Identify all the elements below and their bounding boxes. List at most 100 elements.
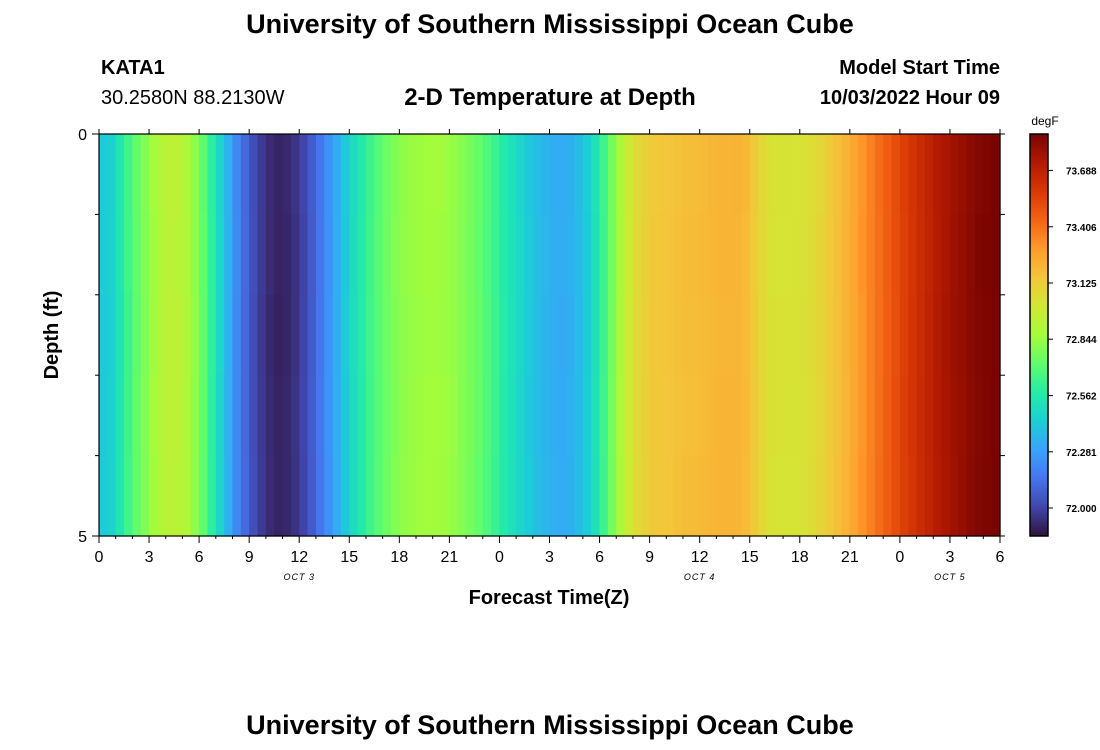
heatmap-cell xyxy=(115,134,125,215)
x-tick-label: 0 xyxy=(895,549,904,566)
heatmap-cell xyxy=(916,214,926,296)
heatmap-cell xyxy=(240,294,250,376)
heatmap-cell xyxy=(499,455,509,537)
heatmap-cell xyxy=(224,134,234,215)
heatmap-cell xyxy=(399,214,409,296)
heatmap-cell xyxy=(941,375,951,457)
heatmap-cell xyxy=(549,455,559,537)
heatmap-cell xyxy=(783,134,793,215)
heatmap-cell xyxy=(924,375,934,457)
heatmap-cell xyxy=(599,294,609,376)
heatmap-cell xyxy=(682,214,692,296)
heatmap-cell xyxy=(482,455,492,537)
heatmap-cell xyxy=(182,134,192,215)
heatmap-cell xyxy=(841,214,851,296)
heatmap-cell xyxy=(157,134,167,215)
heatmap-cell xyxy=(691,455,701,537)
heatmap-cell xyxy=(908,455,918,537)
heatmap-cell xyxy=(574,375,584,457)
heatmap-cell xyxy=(474,294,484,376)
heatmap-cell xyxy=(557,134,567,215)
heatmap-cell xyxy=(274,214,284,296)
heatmap-cell xyxy=(466,375,476,457)
heatmap-cell xyxy=(682,134,692,215)
axis-ticks: 0 3 6 9 12 15 18 21 0 3 6 9 12 15 18 21 0 3 6 OCT 3 OCT 4 OCT… xyxy=(78,127,1005,582)
heatmap-cell xyxy=(332,294,342,376)
colorbar-tick-label: 73.125 xyxy=(1066,279,1097,290)
heatmap-cell xyxy=(741,214,751,296)
heatmap-cell xyxy=(799,294,809,376)
heatmap-cell xyxy=(340,455,350,537)
heatmap-cell xyxy=(315,455,325,537)
heatmap-cell xyxy=(657,214,667,296)
heatmap-cell xyxy=(883,455,893,537)
heatmap-cell xyxy=(908,214,918,296)
heatmap-cell xyxy=(549,375,559,457)
heatmap-cell xyxy=(758,455,767,537)
heatmap-cell xyxy=(449,375,459,457)
heatmap-cell xyxy=(824,375,834,457)
heatmap-cell xyxy=(124,294,133,376)
heatmap-cell xyxy=(324,134,334,215)
heatmap-cell xyxy=(149,294,158,376)
heatmap-cell xyxy=(774,134,784,215)
heatmap-cell xyxy=(441,134,450,215)
heatmap-cell xyxy=(849,214,859,296)
heatmap-cell xyxy=(607,294,617,376)
heatmap-cell xyxy=(457,134,467,215)
heatmap-cell xyxy=(899,214,909,296)
x-tick-label: 6 xyxy=(595,549,604,566)
model-start-label: Model Start Time xyxy=(839,57,1000,79)
heatmap-cell xyxy=(908,294,918,376)
heatmap-cell xyxy=(149,214,158,296)
heatmap-cell xyxy=(749,134,759,215)
heatmap-cell xyxy=(874,375,884,457)
heatmap-cell xyxy=(157,375,167,457)
heatmap-cell xyxy=(416,294,425,376)
heatmap-cell xyxy=(349,134,359,215)
x-tick-label: 12 xyxy=(290,549,308,566)
chart-title: 2-D Temperature at Depth xyxy=(404,84,696,111)
heatmap-cell xyxy=(566,455,576,537)
heatmap-cell xyxy=(516,455,526,537)
heatmap-cell xyxy=(699,134,709,215)
heatmap-cell xyxy=(307,294,317,376)
heatmap-cell xyxy=(249,214,259,296)
heatmap-cell xyxy=(841,294,851,376)
heatmap-cell xyxy=(641,134,651,215)
heatmap-cell xyxy=(733,455,742,537)
heatmap-cell xyxy=(774,214,784,296)
heatmap-cell xyxy=(858,134,868,215)
heatmap-cell xyxy=(399,375,409,457)
heatmap-cell xyxy=(157,294,167,376)
heatmap-cell xyxy=(424,455,434,537)
heatmap-cell xyxy=(274,375,284,457)
heatmap-cell xyxy=(107,134,117,215)
heatmap-cell xyxy=(858,294,868,376)
heatmap-cell xyxy=(190,134,200,215)
heatmap-cell xyxy=(232,294,242,376)
heatmap-cell xyxy=(299,134,309,215)
heatmap-cell xyxy=(324,455,334,537)
heatmap-cell xyxy=(824,134,834,215)
heatmap-cell xyxy=(115,294,125,376)
heatmap-cell xyxy=(399,134,409,215)
heatmap-cell xyxy=(107,455,117,537)
heatmap-cell xyxy=(557,375,567,457)
heatmap-cell xyxy=(649,294,659,376)
heatmap-cell xyxy=(799,134,809,215)
heatmap-cell xyxy=(716,214,726,296)
heatmap-cell xyxy=(407,375,417,457)
heatmap-cell xyxy=(566,134,576,215)
heatmap-cell xyxy=(933,375,943,457)
heatmap-cell xyxy=(566,294,576,376)
heatmap-cell xyxy=(799,455,809,537)
heatmap-cell xyxy=(874,294,884,376)
x-tick-label: 0 xyxy=(95,549,104,566)
heatmap-cell xyxy=(190,375,200,457)
heatmap-cell xyxy=(641,214,651,296)
page-title: University of Southern Mississippi Ocean… xyxy=(246,9,854,39)
heatmap-cell xyxy=(599,455,609,537)
heatmap-cell xyxy=(816,455,826,537)
heatmap-cell xyxy=(632,134,642,215)
